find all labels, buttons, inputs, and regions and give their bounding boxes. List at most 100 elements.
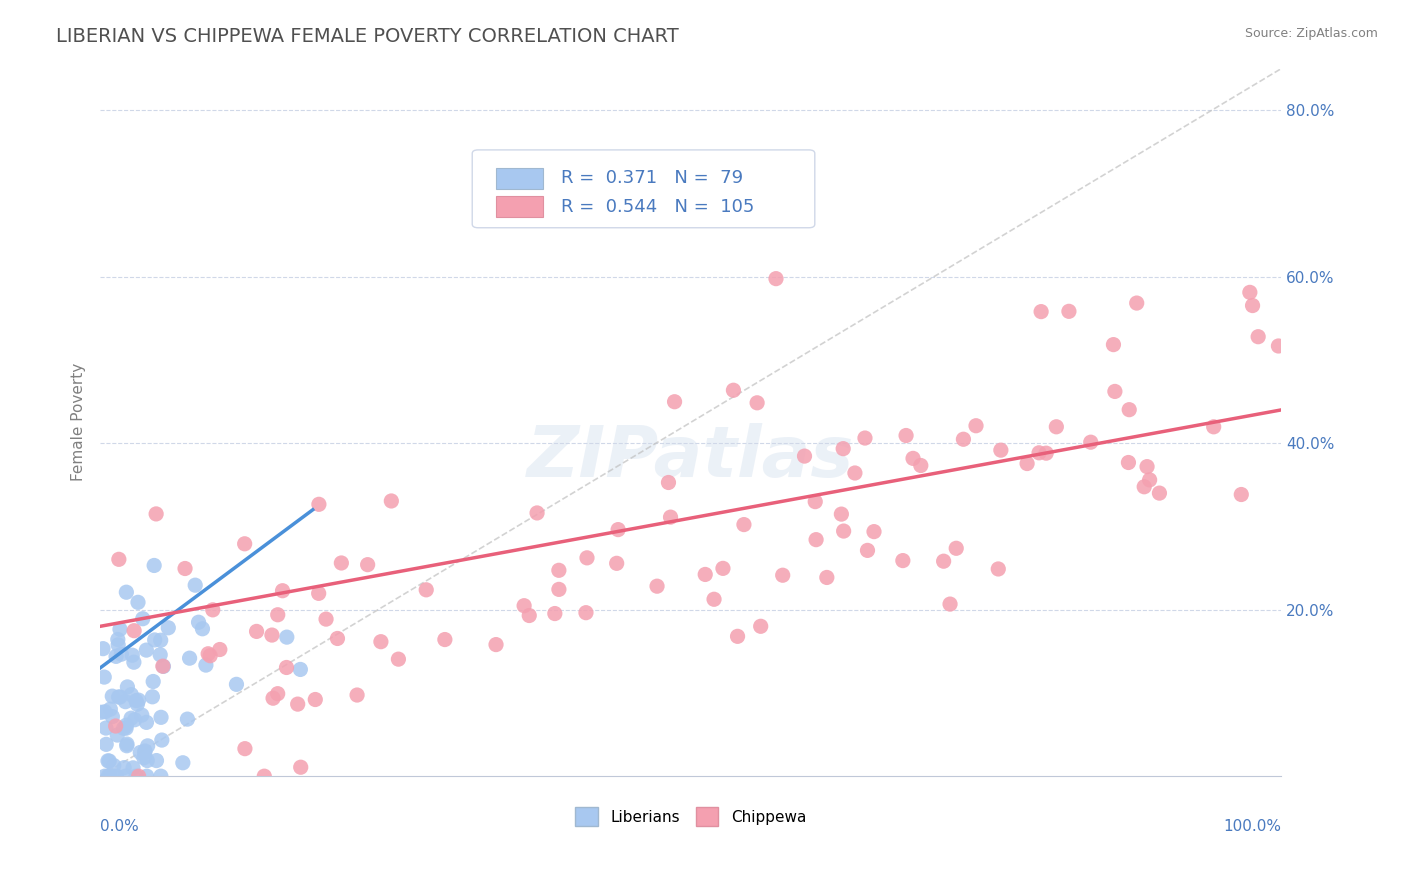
Point: [547, 563, 569, 577]
Point: [149, 769, 172, 783]
Point: [103, 758, 125, 772]
Point: [380, 494, 402, 508]
Point: [901, 451, 924, 466]
Point: [176, 712, 198, 726]
Point: [115, 739, 138, 753]
Point: [315, 612, 337, 626]
Text: 100.0%: 100.0%: [1223, 819, 1281, 834]
Point: [135, 643, 157, 657]
Text: 0.0%: 0.0%: [100, 819, 139, 834]
Point: [271, 583, 294, 598]
Point: [939, 597, 962, 611]
Point: [152, 659, 174, 673]
Point: [127, 697, 149, 711]
Point: [1202, 419, 1225, 434]
Point: [122, 655, 145, 669]
Point: [107, 632, 129, 647]
Point: [93, 670, 115, 684]
Point: [815, 570, 838, 584]
Point: [727, 629, 749, 643]
Point: [745, 396, 768, 410]
Point: [93, 769, 115, 783]
Point: [1035, 446, 1057, 460]
Point: [136, 754, 159, 768]
Point: [575, 606, 598, 620]
Point: [233, 537, 256, 551]
Point: [115, 718, 138, 732]
Point: [108, 690, 131, 704]
Point: [326, 632, 349, 646]
Point: [703, 592, 725, 607]
Point: [517, 608, 540, 623]
Point: [105, 769, 128, 783]
Point: [575, 550, 598, 565]
Point: [804, 533, 827, 547]
Point: [101, 689, 124, 703]
Point: [267, 607, 290, 622]
Point: [1118, 455, 1140, 469]
Point: [149, 648, 172, 662]
Point: [104, 719, 127, 733]
Point: [112, 761, 135, 775]
Point: [1136, 459, 1159, 474]
Point: [990, 443, 1012, 458]
Point: [107, 638, 129, 652]
Point: [108, 552, 131, 566]
Point: [143, 632, 166, 647]
Point: [103, 769, 125, 783]
Point: [485, 638, 508, 652]
Point: [1133, 480, 1156, 494]
Point: [225, 677, 247, 691]
Point: [187, 615, 209, 630]
Point: [290, 662, 312, 676]
Point: [262, 691, 284, 706]
Point: [194, 658, 217, 673]
Point: [1057, 304, 1080, 318]
Point: [830, 507, 852, 521]
Point: [129, 746, 152, 760]
Point: [894, 428, 917, 442]
Y-axis label: Female Poverty: Female Poverty: [72, 363, 86, 482]
Point: [267, 687, 290, 701]
Point: [141, 690, 163, 704]
Point: [965, 418, 987, 433]
Point: [114, 695, 136, 709]
Point: [132, 751, 155, 765]
Point: [115, 585, 138, 599]
Point: [114, 769, 136, 783]
Point: [179, 651, 201, 665]
Point: [260, 628, 283, 642]
Point: [733, 517, 755, 532]
Point: [135, 715, 157, 730]
Text: Source: ZipAtlas.com: Source: ZipAtlas.com: [1244, 27, 1378, 40]
Point: [136, 739, 159, 753]
Point: [513, 599, 536, 613]
Point: [1102, 337, 1125, 351]
Point: [128, 693, 150, 707]
Point: [201, 603, 224, 617]
Point: [952, 432, 974, 446]
Point: [143, 558, 166, 573]
Point: [1267, 339, 1289, 353]
Point: [150, 733, 173, 747]
Point: [127, 595, 149, 609]
Point: [1104, 384, 1126, 399]
Point: [308, 497, 330, 511]
Point: [117, 680, 139, 694]
Point: [304, 692, 326, 706]
Point: [98, 702, 121, 716]
Point: [145, 507, 167, 521]
Point: [172, 756, 194, 770]
Point: [664, 394, 686, 409]
Point: [142, 674, 165, 689]
Point: [97, 754, 120, 768]
Point: [370, 634, 392, 648]
Point: [101, 709, 124, 723]
Point: [772, 568, 794, 582]
Point: [115, 737, 138, 751]
Point: [290, 760, 312, 774]
Point: [276, 660, 298, 674]
Point: [1045, 419, 1067, 434]
Point: [1118, 402, 1140, 417]
Point: [94, 705, 117, 719]
